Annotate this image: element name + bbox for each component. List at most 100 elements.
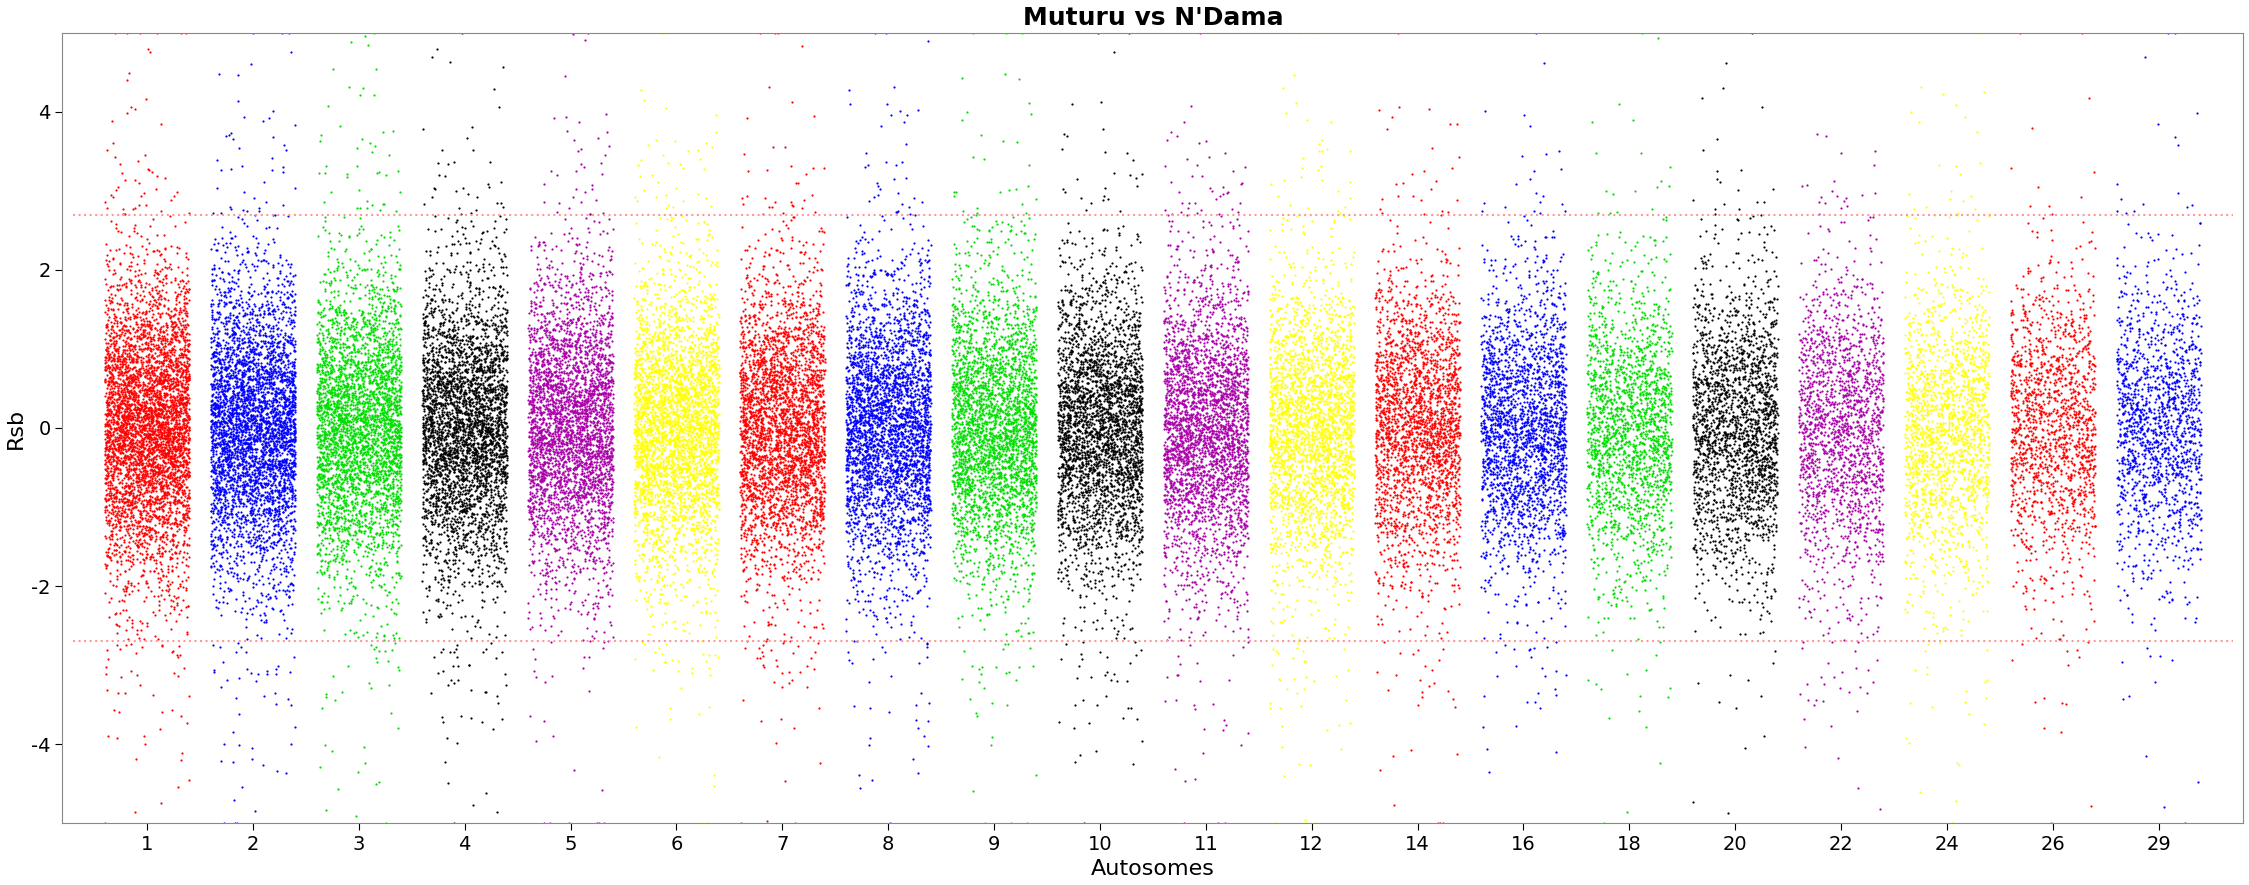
Point — [562, 416, 598, 430]
Point — [1361, 492, 1397, 506]
Point — [259, 321, 295, 335]
Point — [522, 423, 558, 437]
Point — [954, 304, 990, 319]
Point — [765, 499, 801, 513]
Point — [103, 489, 139, 504]
Point — [562, 405, 598, 419]
Point — [1174, 437, 1210, 451]
Point — [992, 475, 1028, 489]
Point — [992, 317, 1028, 331]
Point — [1541, 376, 1577, 390]
Point — [349, 387, 385, 401]
Point — [661, 415, 697, 429]
Point — [214, 396, 250, 411]
Point — [470, 482, 506, 496]
Point — [1181, 374, 1217, 389]
Point — [861, 399, 897, 413]
Point — [1698, 520, 1734, 535]
Point — [488, 473, 524, 487]
Point — [580, 551, 616, 566]
Point — [949, 482, 985, 496]
Point — [1613, 291, 1649, 305]
Point — [216, 431, 252, 445]
Point — [299, 381, 335, 395]
Point — [270, 500, 306, 514]
Point — [580, 520, 616, 535]
Point — [1545, 411, 1581, 425]
Point — [1165, 404, 1201, 418]
Point — [634, 489, 670, 503]
Point — [837, 356, 873, 370]
Point — [90, 361, 126, 375]
Point — [731, 492, 767, 506]
Point — [742, 491, 778, 505]
Point — [1122, 470, 1158, 484]
Point — [765, 666, 801, 681]
Point — [1388, 350, 1424, 364]
Point — [547, 212, 582, 226]
Point — [1536, 396, 1572, 410]
Point — [567, 476, 603, 490]
Point — [259, 442, 295, 457]
Point — [1588, 366, 1624, 381]
Point — [1430, 415, 1466, 429]
Point — [326, 472, 362, 486]
Point — [1685, 521, 1720, 535]
Point — [1187, 327, 1223, 341]
Point — [762, 456, 798, 470]
Point — [2116, 204, 2152, 219]
Point — [1523, 464, 1559, 478]
Point — [1538, 349, 1574, 363]
Point — [2141, 438, 2177, 452]
Point — [128, 327, 164, 342]
Point — [672, 476, 708, 490]
Point — [1370, 493, 1406, 507]
Point — [130, 163, 166, 177]
Point — [1080, 452, 1116, 466]
Point — [88, 298, 124, 312]
Point — [1048, 421, 1084, 435]
Point — [1529, 443, 1565, 458]
Point — [1196, 427, 1232, 441]
Point — [1376, 530, 1412, 544]
Point — [1334, 435, 1370, 449]
Point — [425, 450, 461, 465]
Point — [666, 330, 702, 344]
Point — [1169, 456, 1205, 470]
Point — [1262, 411, 1298, 425]
Point — [749, 409, 785, 423]
Point — [522, 412, 558, 426]
Point — [112, 397, 148, 412]
Point — [547, 378, 582, 392]
Point — [202, 608, 238, 622]
Point — [1194, 367, 1230, 381]
Point — [803, 419, 839, 434]
Point — [1545, 330, 1581, 344]
Point — [2150, 441, 2186, 455]
Point — [780, 331, 816, 345]
Point — [2173, 324, 2209, 338]
Point — [364, 125, 400, 139]
Point — [1289, 629, 1325, 643]
Point — [1415, 141, 1451, 155]
Point — [1795, 335, 1831, 350]
Point — [589, 498, 625, 512]
Point — [1930, 390, 1966, 404]
Point — [1954, 488, 1990, 502]
Point — [533, 393, 569, 407]
Point — [328, 539, 364, 553]
Point — [470, 408, 506, 422]
Point — [756, 359, 792, 373]
Point — [1199, 366, 1235, 380]
Point — [1365, 404, 1401, 418]
Point — [976, 418, 1012, 432]
Point — [740, 359, 776, 373]
Point — [1111, 276, 1147, 290]
Point — [443, 611, 479, 625]
Point — [1709, 550, 1745, 565]
Point — [828, 475, 864, 489]
Point — [630, 366, 666, 380]
Point — [735, 347, 771, 361]
Point — [1711, 406, 1747, 420]
Point — [834, 385, 870, 399]
